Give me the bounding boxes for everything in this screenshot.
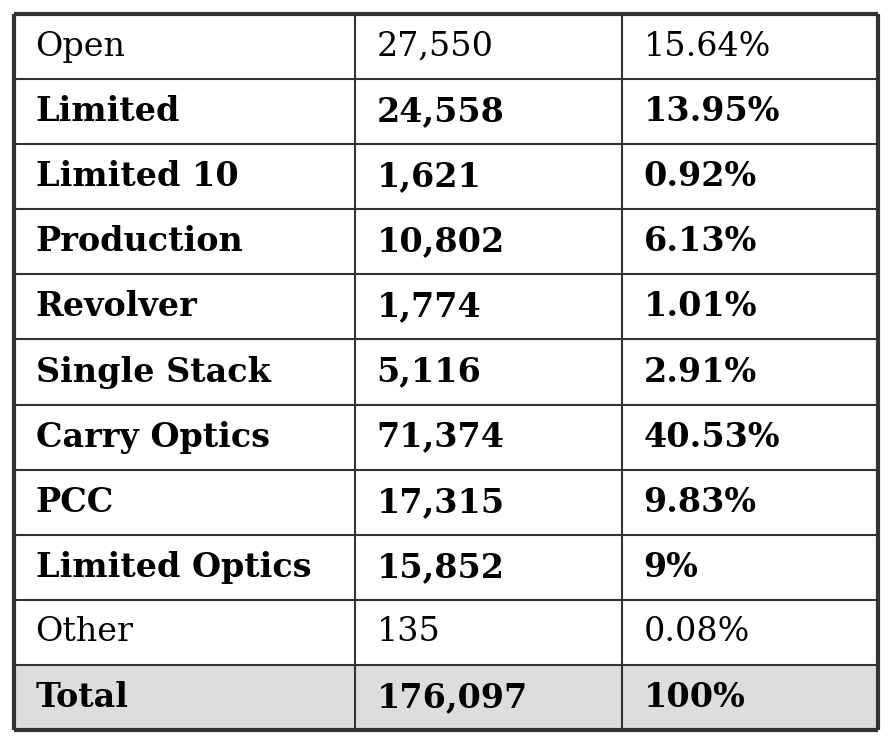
Text: Single Stack: Single Stack (36, 356, 270, 388)
Text: 1,621: 1,621 (376, 160, 482, 193)
Text: 0.92%: 0.92% (644, 160, 756, 193)
Text: Limited 10: Limited 10 (36, 160, 238, 193)
Bar (622, 665, 878, 730)
Bar (14, 79, 355, 144)
Text: Limited Optics: Limited Optics (36, 551, 311, 584)
Bar (622, 209, 878, 275)
Text: 27,550: 27,550 (376, 31, 493, 62)
Bar (622, 79, 878, 144)
Bar (14, 144, 355, 209)
Text: 15,852: 15,852 (376, 551, 505, 584)
Text: 40.53%: 40.53% (644, 420, 780, 454)
Bar (355, 405, 622, 469)
Text: Revolver: Revolver (36, 290, 197, 324)
Text: 17,315: 17,315 (376, 486, 505, 519)
Text: 15.64%: 15.64% (644, 31, 771, 62)
Text: Open: Open (36, 31, 126, 62)
Text: 5,116: 5,116 (376, 356, 482, 388)
Text: 135: 135 (376, 616, 441, 648)
Bar (355, 339, 622, 405)
Bar (622, 339, 878, 405)
Bar (14, 405, 355, 469)
Text: Total: Total (36, 681, 128, 714)
Text: Production: Production (36, 225, 244, 258)
Bar (622, 275, 878, 339)
Bar (14, 535, 355, 600)
Bar (355, 665, 622, 730)
Text: 10,802: 10,802 (376, 225, 505, 258)
Text: 0.08%: 0.08% (644, 616, 750, 648)
Bar (14, 209, 355, 275)
Bar (355, 600, 622, 665)
Text: 71,374: 71,374 (376, 420, 505, 454)
Bar (622, 600, 878, 665)
Text: 9%: 9% (644, 551, 698, 584)
Text: Limited: Limited (36, 95, 180, 128)
Bar (14, 275, 355, 339)
Bar (14, 339, 355, 405)
Bar (355, 275, 622, 339)
Bar (622, 535, 878, 600)
Text: 9.83%: 9.83% (644, 486, 756, 519)
Text: Other: Other (36, 616, 134, 648)
Bar (622, 144, 878, 209)
Text: 13.95%: 13.95% (644, 95, 780, 128)
Bar (14, 665, 355, 730)
Bar (355, 209, 622, 275)
Bar (14, 14, 355, 79)
Text: 100%: 100% (644, 681, 746, 714)
Text: 1,774: 1,774 (376, 290, 482, 324)
Text: 1.01%: 1.01% (644, 290, 757, 324)
Bar (355, 79, 622, 144)
Text: Carry Optics: Carry Optics (36, 420, 269, 454)
Bar (14, 469, 355, 535)
Bar (622, 14, 878, 79)
Bar (355, 535, 622, 600)
Text: 6.13%: 6.13% (644, 225, 757, 258)
Bar (355, 144, 622, 209)
Bar (355, 14, 622, 79)
Text: PCC: PCC (36, 486, 114, 519)
Text: 176,097: 176,097 (376, 681, 528, 714)
Bar (622, 405, 878, 469)
Bar (14, 600, 355, 665)
Text: 24,558: 24,558 (376, 95, 504, 128)
Text: 2.91%: 2.91% (644, 356, 756, 388)
Bar (622, 469, 878, 535)
Bar (355, 469, 622, 535)
